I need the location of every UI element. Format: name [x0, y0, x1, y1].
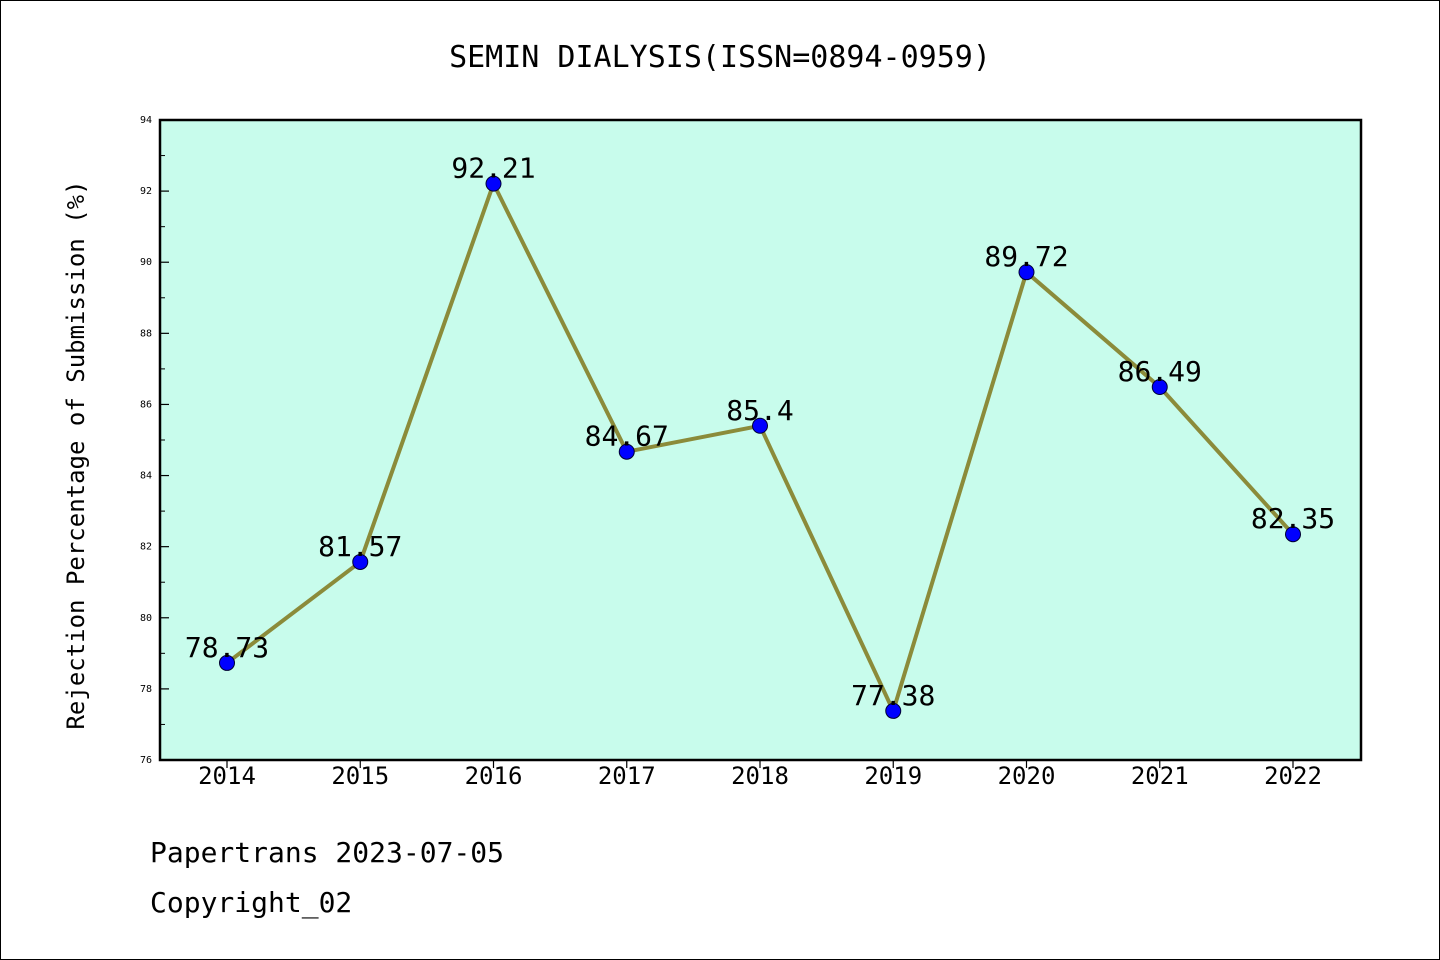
data-point: [618, 443, 635, 460]
data-points: [219, 175, 1301, 719]
data-label: 89.72: [984, 240, 1068, 273]
data-label: 82.35: [1251, 502, 1335, 535]
data-point: [1151, 379, 1168, 396]
data-point: [352, 553, 369, 570]
data-point: [752, 417, 768, 434]
y-tick-label: 84: [140, 471, 152, 482]
data-label: 86.49: [1118, 355, 1202, 388]
x-tick-label: 2019: [864, 762, 922, 790]
data-point: [485, 175, 502, 192]
y-tick-label: 90: [140, 257, 152, 268]
y-tick-label: 78: [140, 684, 152, 695]
footer-copyright: Copyright_02: [150, 886, 353, 919]
data-label: 92.21: [451, 152, 535, 185]
x-tick-label: 2020: [998, 762, 1056, 790]
data-label: 85.4: [726, 394, 793, 427]
plot-border: [158, 118, 1363, 762]
y-tick-label: 88: [140, 328, 152, 339]
y-tick-label: 82: [140, 542, 152, 553]
y-tick-label: 92: [140, 186, 152, 197]
x-tick-label: 2014: [198, 762, 256, 790]
data-label: 78.73: [185, 631, 269, 664]
footer-date: Papertrans 2023-07-05: [150, 836, 505, 869]
x-tick-label: 2015: [331, 762, 389, 790]
data-point: [885, 702, 902, 719]
x-tick-label: 2018: [731, 762, 789, 790]
x-tick-label: 2022: [1264, 762, 1322, 790]
x-tick-label: 2016: [465, 762, 523, 790]
data-point: [1285, 526, 1301, 543]
x-tick-label: 2017: [598, 762, 656, 790]
x-tick-label: 2021: [1131, 762, 1189, 790]
y-tick-label: 76: [140, 755, 152, 766]
data-label: 77.38: [851, 679, 935, 712]
data-labels: 78.73 81.57 92.21 84.67 85.4 77.38 89.72 86.49 8…: [185, 152, 1335, 712]
y-axis-label: Rejection Percentage of Submission (%): [62, 180, 90, 729]
data-label: 84.67: [585, 420, 669, 453]
data-label: 81.57: [318, 530, 402, 563]
y-tick-label: 94: [140, 115, 152, 126]
y-tick-label: 80: [140, 613, 152, 624]
data-point: [219, 654, 235, 671]
data-point: [1018, 264, 1035, 281]
y-tick-label: 86: [140, 399, 152, 410]
plot-area: [160, 120, 1361, 760]
chart-title: SEMIN DIALYSIS(ISSN=0894-0959): [449, 40, 991, 75]
x-axis-ticks: 2014 2015 2016 2017 2018 2019 2020 2021 2022: [198, 760, 1322, 790]
